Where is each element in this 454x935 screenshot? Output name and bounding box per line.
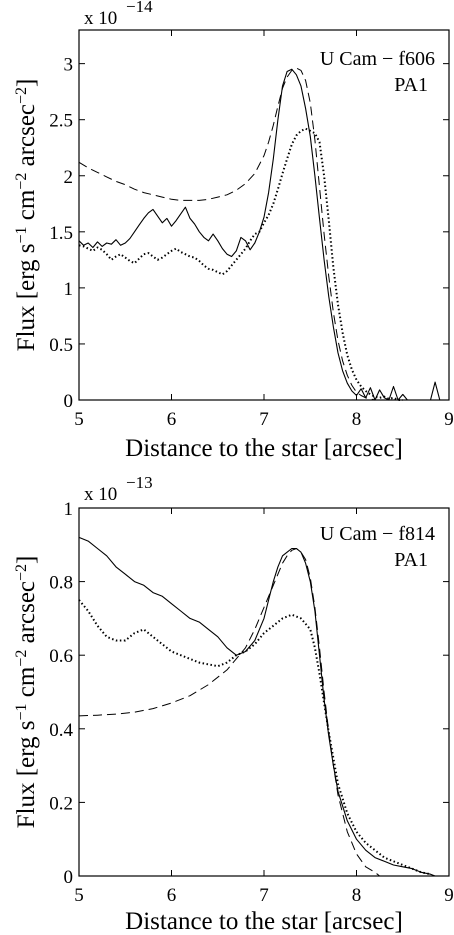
y-tick-label: 2	[64, 167, 74, 188]
x-axis-label: Distance to the star [arcsec]	[125, 908, 403, 935]
multiplier-base: x 10	[84, 484, 117, 505]
x-tick-label: 7	[259, 409, 269, 430]
y-tick-label: 1	[64, 499, 74, 520]
y-label-text: cm	[13, 189, 40, 226]
x-tick-label: 8	[352, 409, 362, 430]
series-line-dashed	[78, 67, 380, 401]
series-layer	[78, 536, 436, 877]
y-tick-label: 0.4	[49, 720, 73, 741]
y-label-exponent: −2	[13, 87, 30, 104]
series-line-dotted	[78, 599, 431, 876]
y-tick-label: 3	[64, 55, 74, 76]
y-axis-label-text: Flux [erg s−1 cm−2 arcsec−2]	[13, 556, 41, 829]
y-label-text: Flux [erg s	[13, 721, 40, 829]
series-line-solid	[78, 68, 441, 401]
series-line-solid	[78, 536, 436, 877]
y-tick-label: 1	[64, 279, 74, 300]
annotation-line-2: PA1	[394, 74, 428, 96]
y-axis-label: Flux [erg s−1 cm−2 arcsec−2]	[13, 556, 41, 829]
tick-labels: 5 6 7 8 9 0 0.5 1 1.5 2 2.5 3	[49, 55, 454, 430]
y-label-exponent: −1	[13, 703, 30, 720]
y-tick-label: 0.2	[49, 793, 73, 814]
annotation-line-1: U Cam − f606	[320, 48, 435, 70]
scale-multiplier: x 10 −14	[84, 0, 153, 29]
x-tick-label: 6	[167, 885, 177, 906]
multiplier-base: x 10	[84, 8, 117, 29]
y-label-text: ]	[13, 79, 40, 87]
y-tick-label: 0	[64, 391, 74, 412]
x-tick-label: 5	[74, 409, 84, 430]
y-label-text: ]	[13, 556, 40, 564]
y-tick-label: 2.5	[49, 111, 73, 132]
y-label-exponent: −1	[13, 226, 30, 243]
y-label-exponent: −2	[13, 173, 30, 190]
y-tick-label: 0.5	[49, 335, 73, 356]
x-axis-label: Distance to the star [arcsec]	[125, 435, 403, 462]
y-label-text: arcsec	[13, 581, 40, 650]
x-tick-label: 9	[444, 409, 454, 430]
x-tick-label: 9	[444, 885, 454, 906]
y-tick-label: 0.8	[49, 573, 73, 594]
multiplier-exponent: −13	[126, 473, 153, 492]
annotation-line-2: PA1	[394, 549, 428, 571]
y-label-exponent: −2	[13, 650, 30, 667]
axis-ticks	[78, 507, 450, 877]
chart-panel-f606: 5 6 7 8 9 0 0.5 1 1.5 2 2.5 3 U Cam − f606 PA1 Dist…	[13, 0, 454, 462]
x-tick-label: 5	[74, 885, 84, 906]
tick-labels: 5 6 7 8 9 0 0.2 0.4 0.6 0.8 1	[49, 499, 454, 906]
y-label-text: cm	[13, 666, 40, 703]
x-tick-label: 8	[352, 885, 362, 906]
y-axis-label: Flux [erg s−1 cm−2 arcsec−2]	[13, 79, 41, 352]
multiplier-exponent: −14	[126, 0, 153, 16]
series-line-dotted	[78, 127, 403, 401]
x-tick-label: 7	[259, 885, 269, 906]
axis-ticks	[78, 30, 450, 401]
y-label-exponent: −2	[13, 564, 30, 581]
y-tick-label: 1.5	[49, 223, 73, 244]
x-tick-label: 6	[167, 409, 177, 430]
y-tick-label: 0.6	[49, 646, 73, 667]
y-axis-label-text: Flux [erg s−1 cm−2 arcsec−2]	[13, 79, 41, 352]
y-label-text: arcsec	[13, 104, 40, 173]
chart-panel-f814: 5 6 7 8 9 0 0.2 0.4 0.6 0.8 1 U Cam − f814 PA1 Dis…	[13, 473, 454, 935]
annotation-line-1: U Cam − f814	[320, 523, 435, 545]
y-label-text: Flux [erg s	[13, 244, 40, 352]
scale-multiplier: x 10 −13	[84, 473, 153, 505]
series-layer	[78, 67, 441, 401]
series-line-dashed	[78, 548, 380, 877]
y-tick-label: 0	[64, 867, 74, 888]
